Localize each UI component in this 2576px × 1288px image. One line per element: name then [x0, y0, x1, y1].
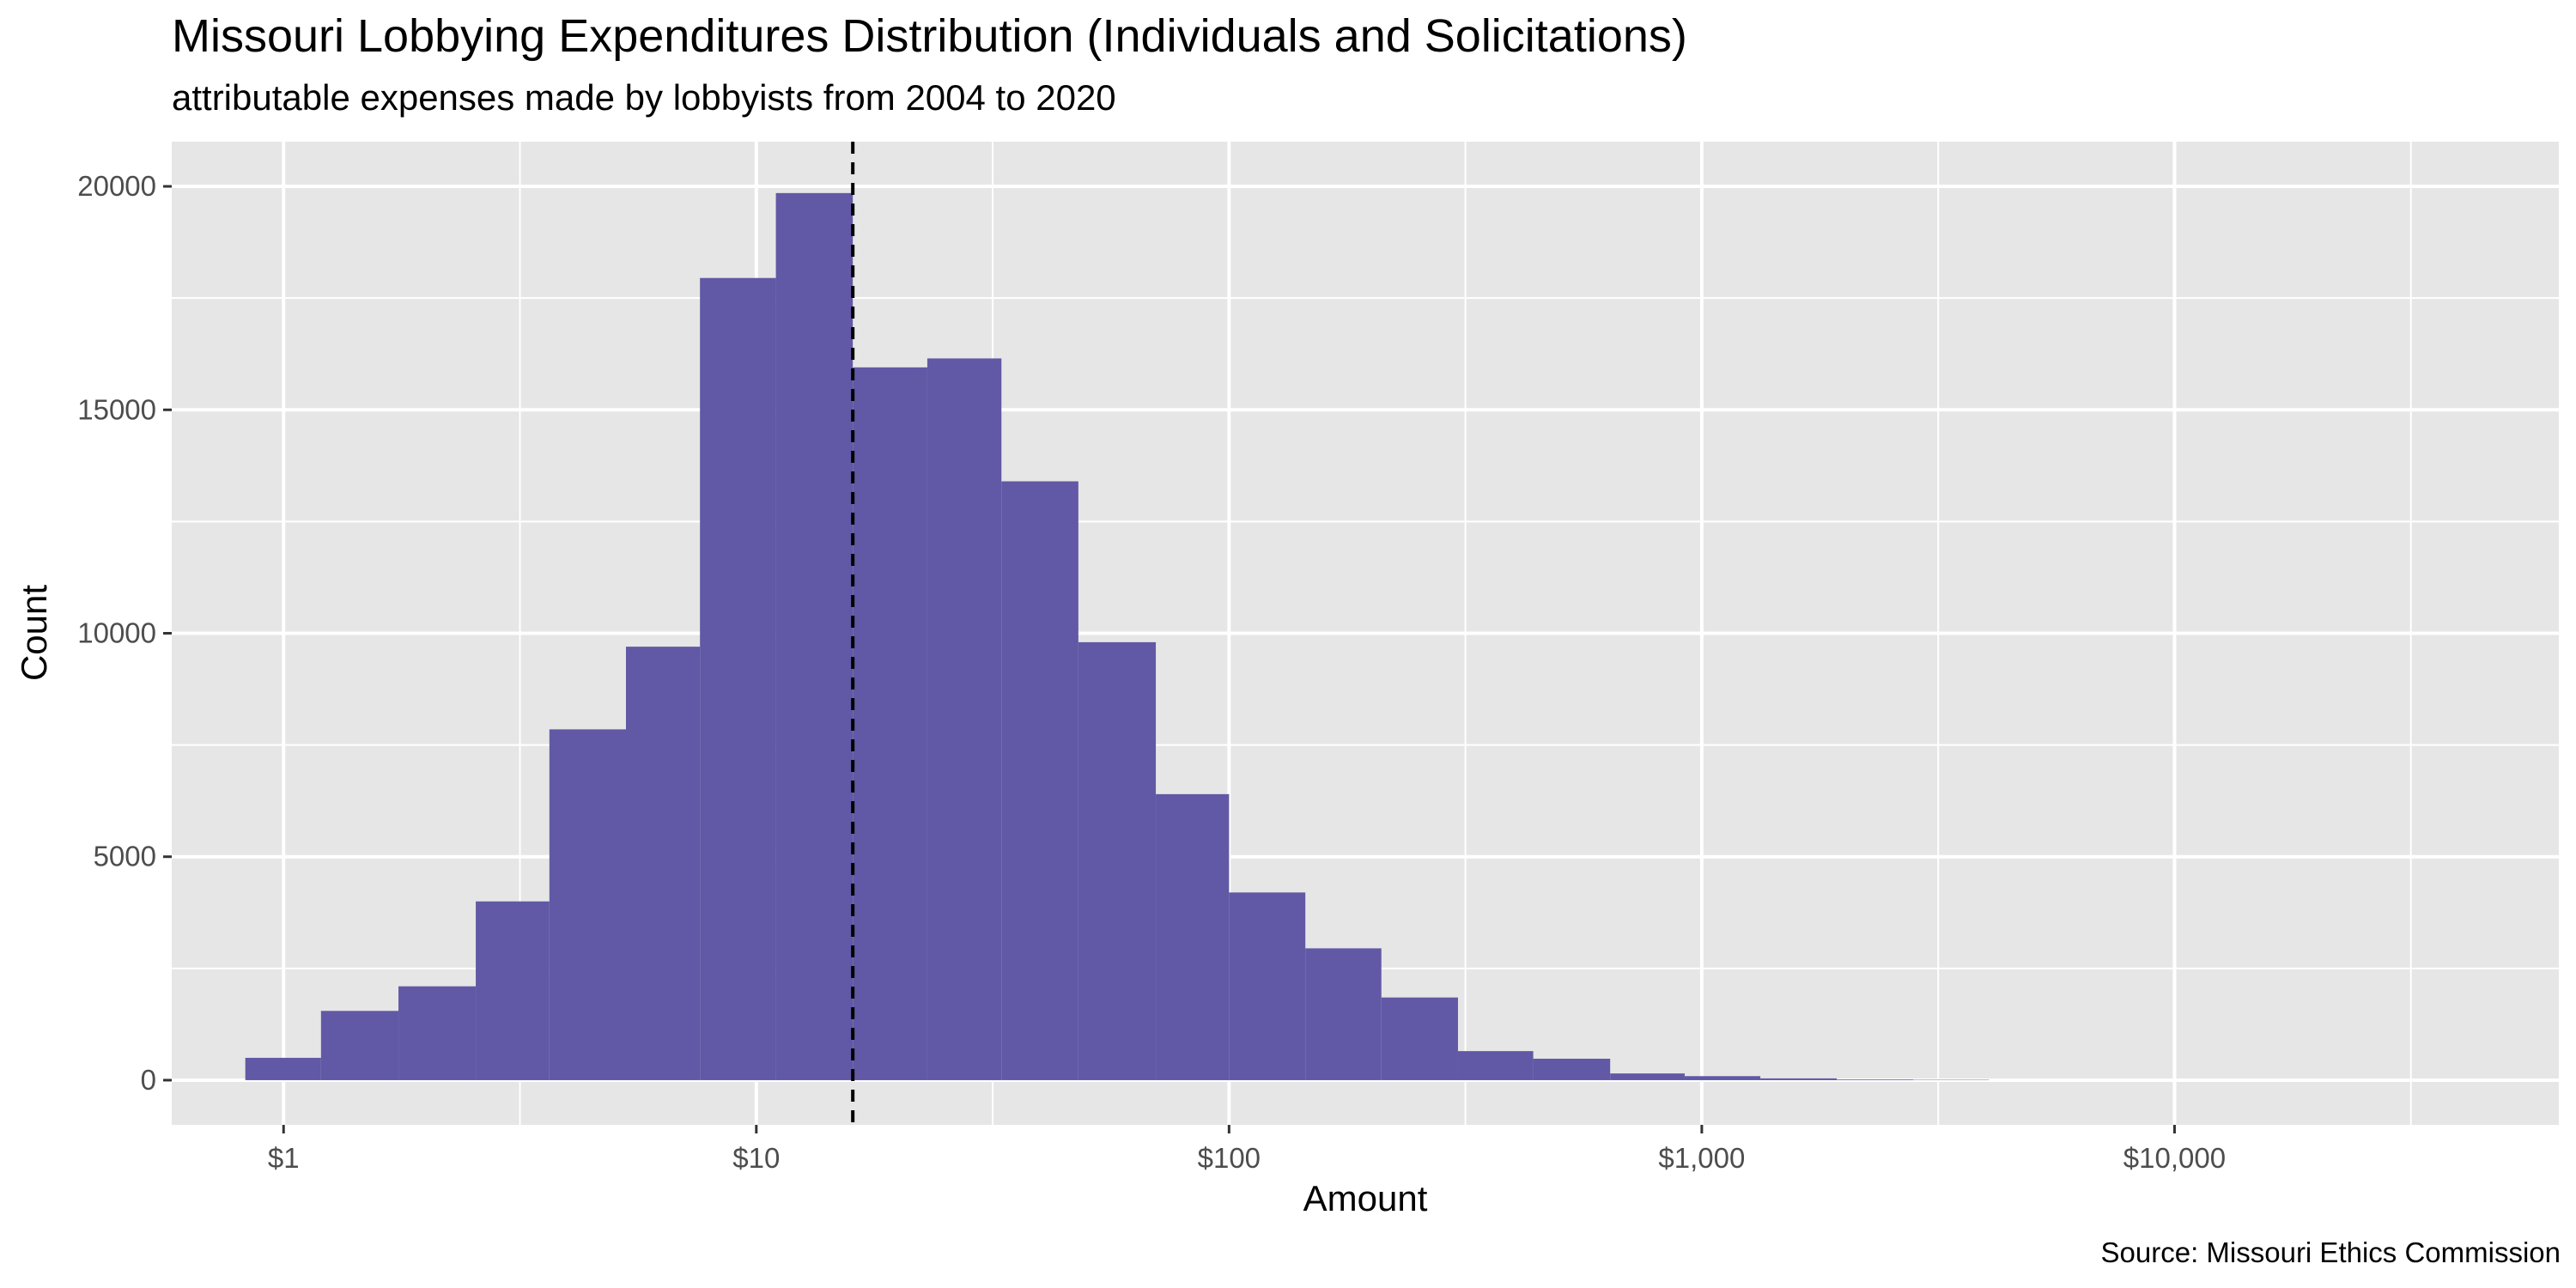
histogram-bar	[775, 192, 854, 1080]
histogram-bars	[245, 192, 1990, 1080]
histogram-bar	[700, 277, 776, 1080]
histogram-bar	[1837, 1079, 1914, 1080]
histogram-bar	[398, 986, 477, 1080]
histogram-bar	[1229, 892, 1306, 1080]
chart-subtitle: attributable expenses made by lobbyists …	[172, 77, 1116, 118]
histogram-bar	[476, 901, 550, 1080]
histogram-bar	[1533, 1058, 1611, 1080]
y-tick-label: 20000	[77, 170, 156, 202]
histogram-bar	[853, 367, 927, 1080]
x-tick-label: $100	[1198, 1142, 1261, 1174]
histogram-bar	[320, 1011, 399, 1080]
histogram-bar	[927, 358, 1002, 1080]
x-axis-ticks: $1 $10 $100 $1,000 $10,000	[268, 1125, 2226, 1174]
histogram-bar	[1156, 793, 1230, 1080]
y-axis-ticks: 0 5000 10000 15000 20000	[77, 170, 172, 1096]
y-tick-label: 5000	[94, 841, 156, 872]
histogram-bar	[1001, 481, 1078, 1080]
histogram-bar	[625, 647, 701, 1080]
histogram-bar	[1457, 1051, 1534, 1080]
histogram-bar	[245, 1057, 321, 1080]
histogram-bar	[549, 729, 626, 1080]
histogram-bar	[1078, 641, 1157, 1080]
x-tick-label: $1	[268, 1142, 300, 1174]
histogram-bar	[1305, 948, 1382, 1080]
x-axis-title: Amount	[1303, 1178, 1428, 1218]
histogram-bar	[1381, 997, 1458, 1080]
y-tick-label: 0	[141, 1064, 156, 1096]
y-tick-label: 10000	[77, 617, 156, 649]
chart-caption: Source: Missouri Ethics Commission	[2101, 1236, 2561, 1268]
histogram-bar	[1610, 1073, 1685, 1080]
x-tick-label: $10,000	[2123, 1142, 2226, 1174]
y-axis-title: Count	[14, 585, 54, 681]
x-tick-label: $10	[732, 1142, 780, 1174]
y-tick-label: 15000	[77, 393, 156, 425]
chart-title: Missouri Lobbying Expenditures Distribut…	[172, 10, 1687, 62]
histogram-bar	[1684, 1076, 1761, 1080]
x-tick-label: $1,000	[1658, 1142, 1745, 1174]
histogram-bar	[1760, 1078, 1838, 1080]
